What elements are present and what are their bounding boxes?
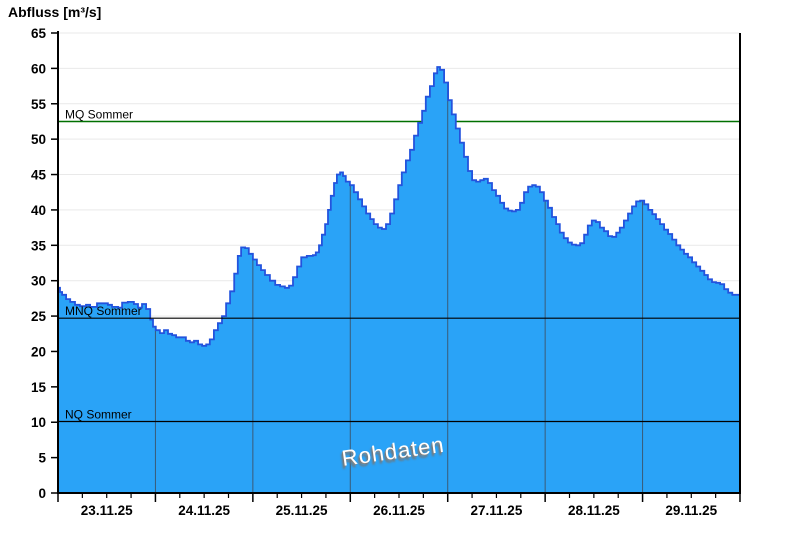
y-tick-label: 25 bbox=[31, 309, 47, 324]
y-tick-label: 20 bbox=[31, 344, 46, 359]
x-tick-label: 29.11.25 bbox=[665, 503, 717, 518]
y-tick-label: 30 bbox=[31, 274, 46, 289]
y-tick-label: 35 bbox=[31, 238, 47, 253]
y-tick-label: 15 bbox=[31, 380, 47, 395]
y-tick-label: 0 bbox=[38, 486, 46, 501]
y-tick-label: 55 bbox=[31, 97, 47, 112]
x-tick-label: 27.11.25 bbox=[471, 503, 523, 518]
x-axis-ticks: 23.11.25 24.11.25 25.11.25 26.11.25 27.11.25… bbox=[57, 493, 741, 518]
x-tick-label: 25.11.25 bbox=[276, 503, 328, 518]
x-tick-label: 26.11.25 bbox=[373, 503, 425, 518]
nq-sommer-label: NQ Sommer bbox=[65, 408, 132, 422]
y-axis-title: Abfluss [m³/s] bbox=[8, 4, 102, 20]
mnq-sommer-label: MNQ Sommer bbox=[65, 304, 142, 318]
y-tick-label: 60 bbox=[31, 61, 46, 76]
discharge-area-fill bbox=[58, 67, 740, 493]
y-axis-ticks: 0 5 10 15 20 25 30 35 40 45 50 55 60 65 bbox=[31, 26, 58, 501]
y-tick-label: 45 bbox=[31, 168, 47, 183]
y-tick-label: 50 bbox=[31, 132, 46, 147]
mq-sommer-label: MQ Sommer bbox=[65, 107, 133, 121]
y-tick-label: 40 bbox=[31, 203, 46, 218]
y-tick-label: 5 bbox=[38, 451, 46, 466]
x-tick-label: 24.11.25 bbox=[178, 503, 230, 518]
x-tick-label: 23.11.25 bbox=[81, 503, 133, 518]
x-tick-label: 28.11.25 bbox=[568, 503, 620, 518]
discharge-curve bbox=[58, 66, 741, 347]
y-tick-label: 65 bbox=[31, 26, 47, 41]
y-tick-label: 10 bbox=[31, 415, 46, 430]
